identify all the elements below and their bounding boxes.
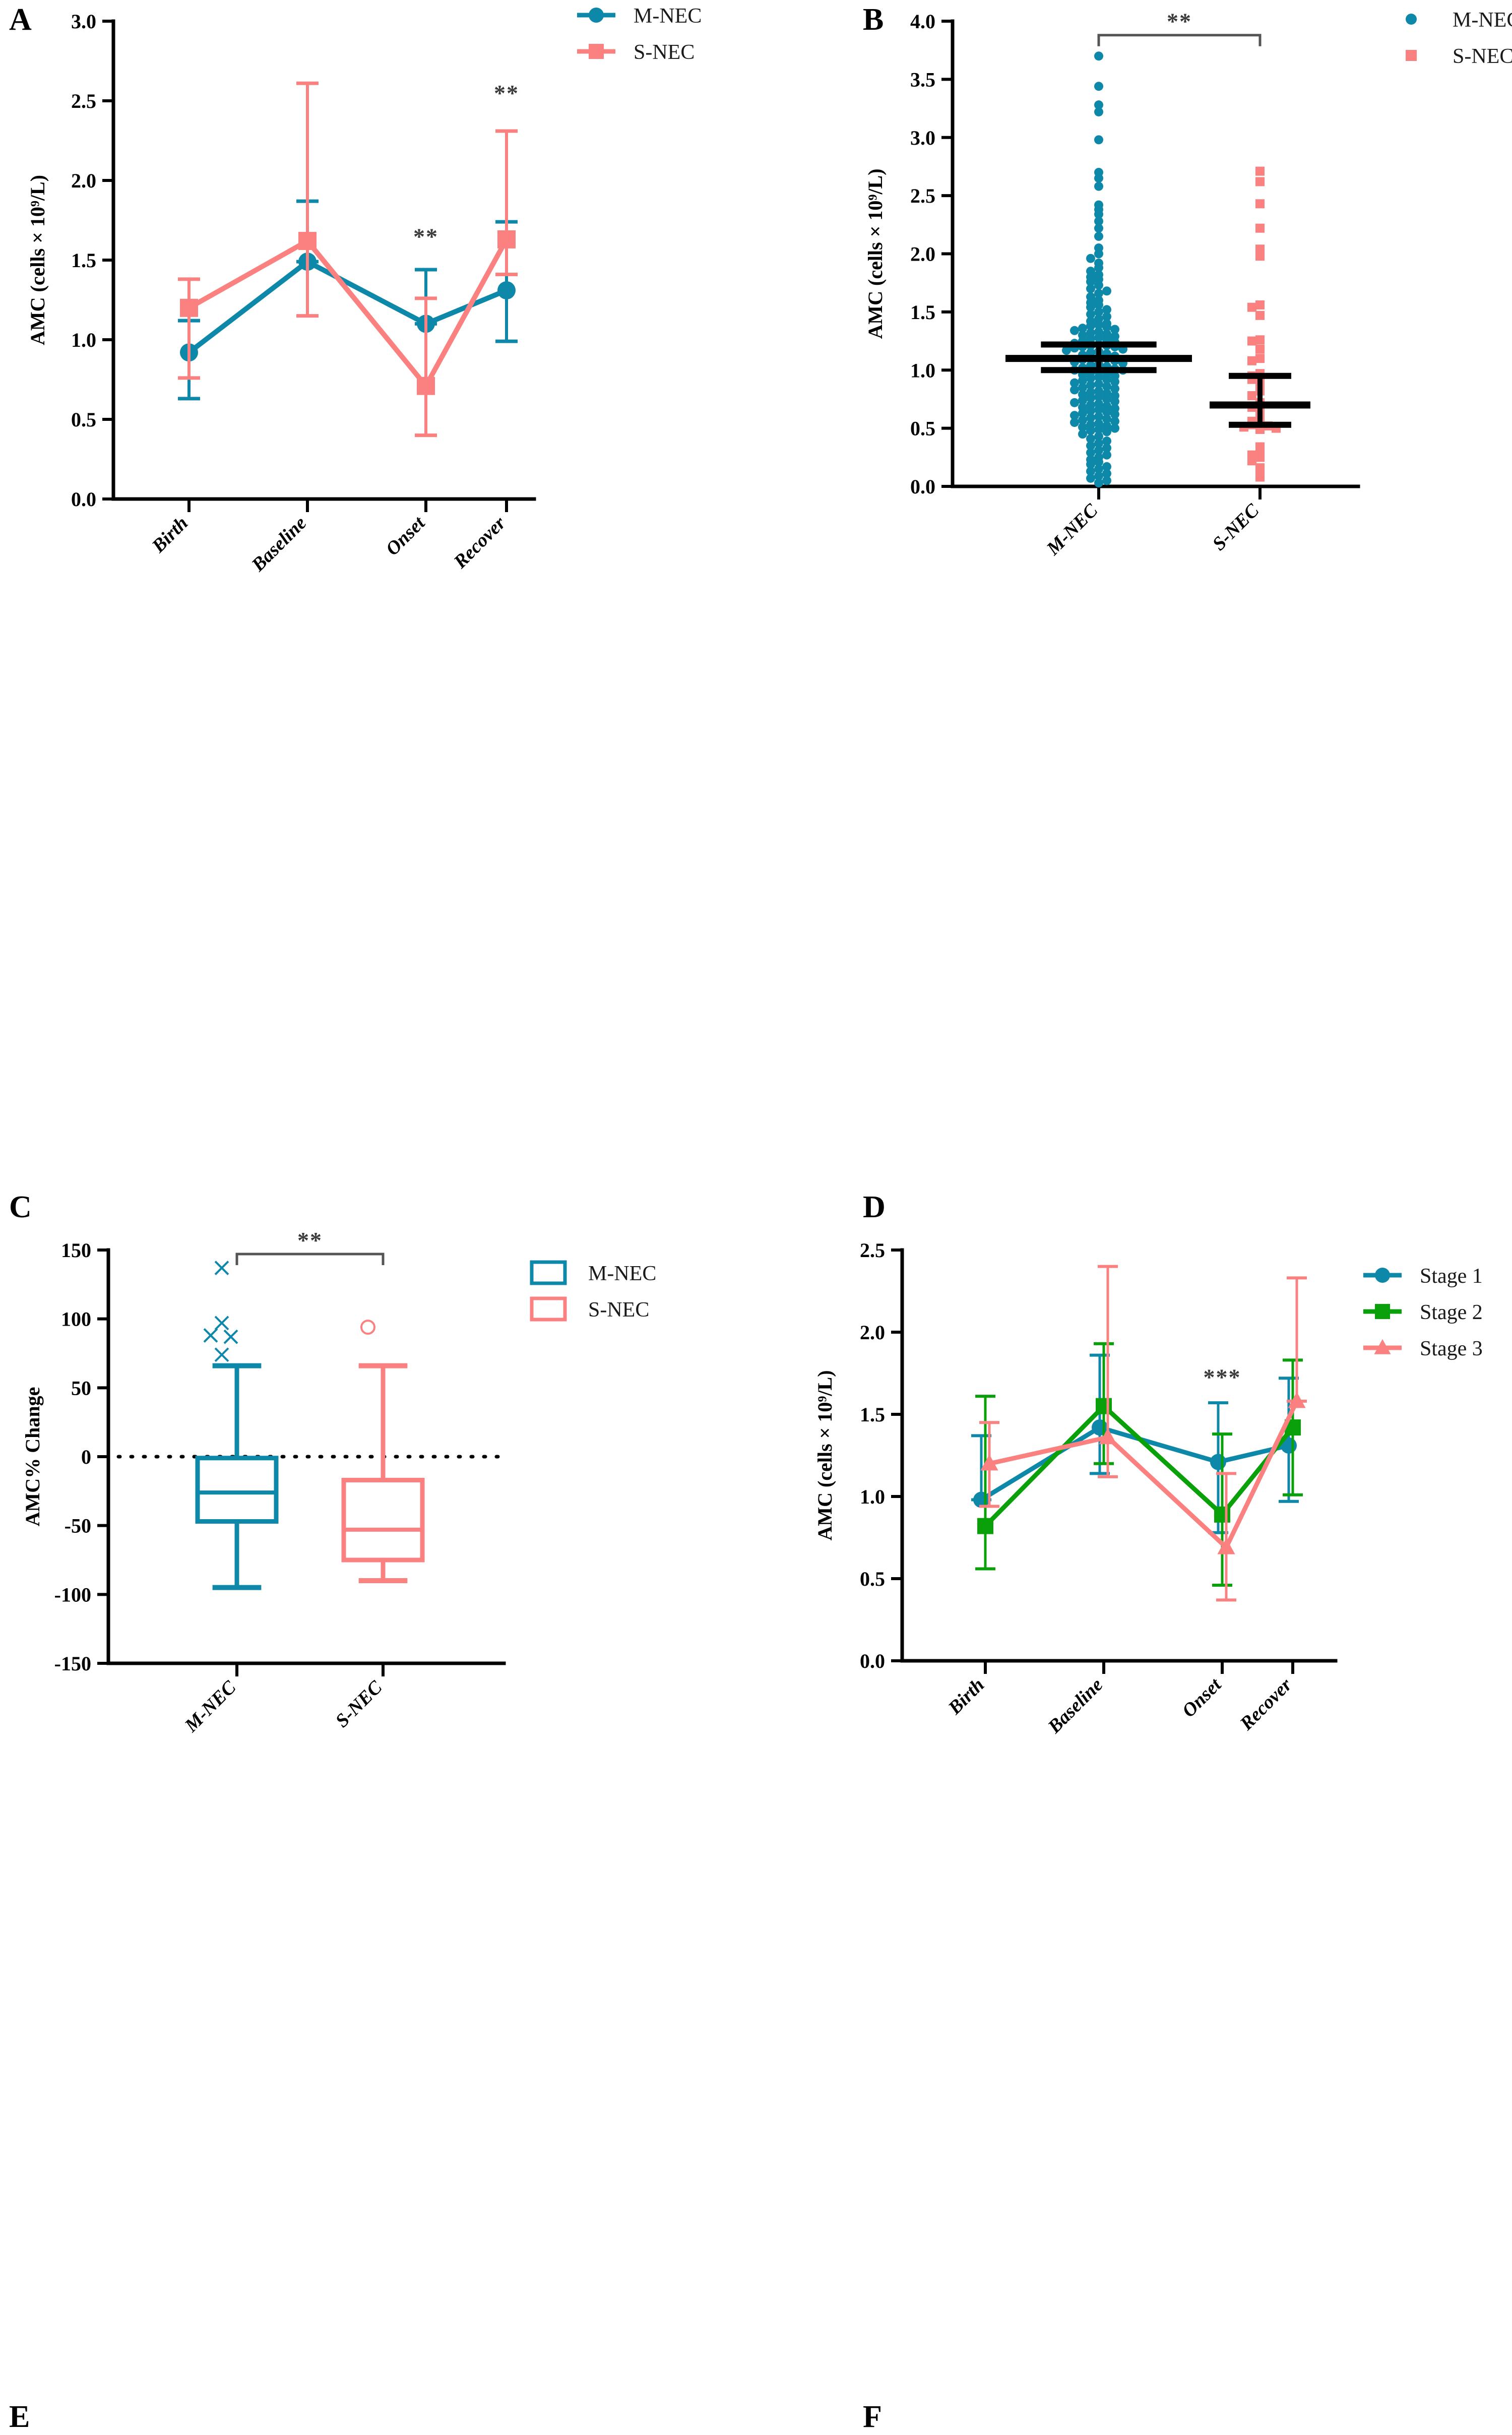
svg-text:Onset: Onset	[382, 512, 429, 560]
svg-text:1.5: 1.5	[860, 1403, 885, 1426]
svg-text:2.5: 2.5	[860, 1239, 885, 1262]
legend-label: S-NEC	[588, 1298, 649, 1322]
sig-annotation: **	[494, 80, 519, 106]
svg-text:50: 50	[71, 1377, 91, 1399]
svg-text:1.0: 1.0	[860, 1485, 885, 1508]
y-axis-title: AMC (cells × 10⁹/L)	[813, 1370, 836, 1540]
svg-text:1.5: 1.5	[910, 301, 935, 324]
svg-text:0.0: 0.0	[860, 1650, 885, 1672]
svg-text:0.5: 0.5	[910, 417, 935, 440]
panel-a-plot: 0.0 0.5 1.0 1.5 2.0 2.5 3.0 Birth Baseline Onset R…	[26, 5, 702, 576]
svg-text:1.5: 1.5	[71, 249, 96, 272]
sig-annotation: ***	[1204, 1364, 1241, 1390]
svg-text:0.5: 0.5	[71, 408, 96, 431]
svg-text:0.5: 0.5	[860, 1568, 885, 1590]
svg-text:0.0: 0.0	[910, 475, 935, 498]
panel-e: E 0.00.51.01.52.02.53.03.54.0Stage 1Stag…	[0, 1200, 756, 2434]
legend-label: Stage 1	[1420, 1265, 1483, 1288]
series-S-NEC	[1210, 166, 1310, 482]
svg-text:4.0: 4.0	[910, 10, 935, 33]
legend-label: M-NEC	[588, 1262, 656, 1285]
panel-d-letter: D	[863, 1190, 886, 1224]
legend: M-NEC S-NEC	[577, 5, 702, 64]
box-S-NEC	[341, 1320, 425, 1583]
svg-text:**: **	[297, 1227, 323, 1253]
panel-f-letter: F	[863, 2400, 882, 2434]
svg-text:3.0: 3.0	[71, 10, 96, 33]
y-axis-title: AMC (cells × 10⁹/L)	[864, 168, 887, 339]
legend: M-NEC S-NEC	[530, 1260, 656, 1322]
svg-text:150: 150	[61, 1239, 91, 1262]
axes: 0.0 0.5 1.0 1.5 2.0 2.5 3.0 3.5 4.0 M-NEC S-NEC	[910, 10, 1360, 559]
svg-text:-150: -150	[54, 1652, 91, 1675]
svg-text:2.0: 2.0	[860, 1321, 885, 1344]
series-Stage 2	[975, 1342, 1303, 1587]
svg-text:2.5: 2.5	[910, 184, 935, 207]
panel-d: D 0.0 0.5 1.0 1.5 2.0 2.5 Birth Baseline Onset Re…	[756, 595, 1512, 1738]
svg-text:100: 100	[61, 1308, 91, 1331]
panel-b-plot: 0.0 0.5 1.0 1.5 2.0 2.5 3.0 3.5 4.0 M-NEC S-NEC AMC…	[864, 9, 1512, 559]
series-M-NEC	[1005, 51, 1192, 488]
significance-bracket: **	[235, 1227, 385, 1265]
svg-text:2.5: 2.5	[71, 90, 96, 112]
series-M-NEC	[178, 199, 518, 401]
panel-a-letter: A	[9, 3, 32, 37]
series-Stage 1	[971, 1353, 1299, 1534]
legend-label: S-NEC	[1453, 45, 1512, 68]
legend-label: S-NEC	[634, 41, 695, 64]
legend: M-NEC S-NEC	[1406, 9, 1512, 68]
svg-text:Recover: Recover	[449, 512, 510, 573]
svg-text:**: **	[1167, 9, 1192, 34]
legend-label: Stage 3	[1420, 1337, 1483, 1360]
svg-text:0.0: 0.0	[71, 488, 96, 511]
sig-annotation: **	[413, 223, 438, 249]
svg-text:3.5: 3.5	[910, 68, 935, 91]
svg-text:3.0: 3.0	[910, 127, 935, 149]
svg-text:1.0: 1.0	[910, 359, 935, 382]
panel-e-plot: 0.00.51.01.52.02.53.03.54.0Stage 1Stage …	[0, 1200, 756, 1790]
legend-label: M-NEC	[634, 5, 702, 28]
panel-b-letter: B	[863, 3, 884, 37]
legend-label: M-NEC	[1453, 9, 1512, 32]
panel-a: A 0.0 0.5 1.0 1.5 2.0 2.5 3.0 Birth Baseline Onse…	[0, 0, 756, 595]
box-M-NEC	[195, 1261, 279, 1590]
svg-text:-50: -50	[65, 1515, 91, 1537]
panel-b: B 0.0 0.5 1.0 1.5 2.0 2.5 3.0 3.5 4.0 M-NEC S-NEC A…	[756, 0, 1512, 595]
panel-e-letter: E	[9, 2400, 30, 2434]
svg-text:-100: -100	[54, 1583, 91, 1606]
svg-text:2.0: 2.0	[910, 243, 935, 266]
svg-text:2.0: 2.0	[71, 169, 96, 192]
svg-text:Baseline: Baseline	[247, 513, 310, 576]
panel-c: C -150 -100 -50 0 50 100 150 M-NEC S-NEC AMC% Cha…	[0, 595, 756, 1736]
svg-text:Birth: Birth	[148, 513, 193, 557]
significance-bracket: **	[1097, 9, 1262, 46]
svg-text:1.0: 1.0	[71, 329, 96, 351]
y-axis-title: AMC% Change	[21, 1387, 44, 1527]
svg-text:M-NEC: M-NEC	[1042, 500, 1102, 559]
legend-label: Stage 2	[1420, 1301, 1483, 1324]
legend: Stage 1 Stage 2 Stage 3	[1363, 1265, 1483, 1360]
panel-c-plot: -150 -100 -50 0 50 100 150 M-NEC S-NEC AMC% Chang…	[21, 1227, 656, 1736]
svg-text:0: 0	[81, 1446, 91, 1468]
axes: 0.0 0.5 1.0 1.5 2.0 2.5 3.0 Birth Baseline Onset R…	[71, 10, 536, 576]
panel-c-letter: C	[9, 1190, 32, 1224]
y-axis-title: AMC (cells × 10⁹/L)	[26, 175, 49, 345]
svg-text:S-NEC: S-NEC	[1209, 500, 1264, 554]
series-Stage 3	[979, 1265, 1307, 1602]
series-S-NEC	[178, 81, 518, 438]
